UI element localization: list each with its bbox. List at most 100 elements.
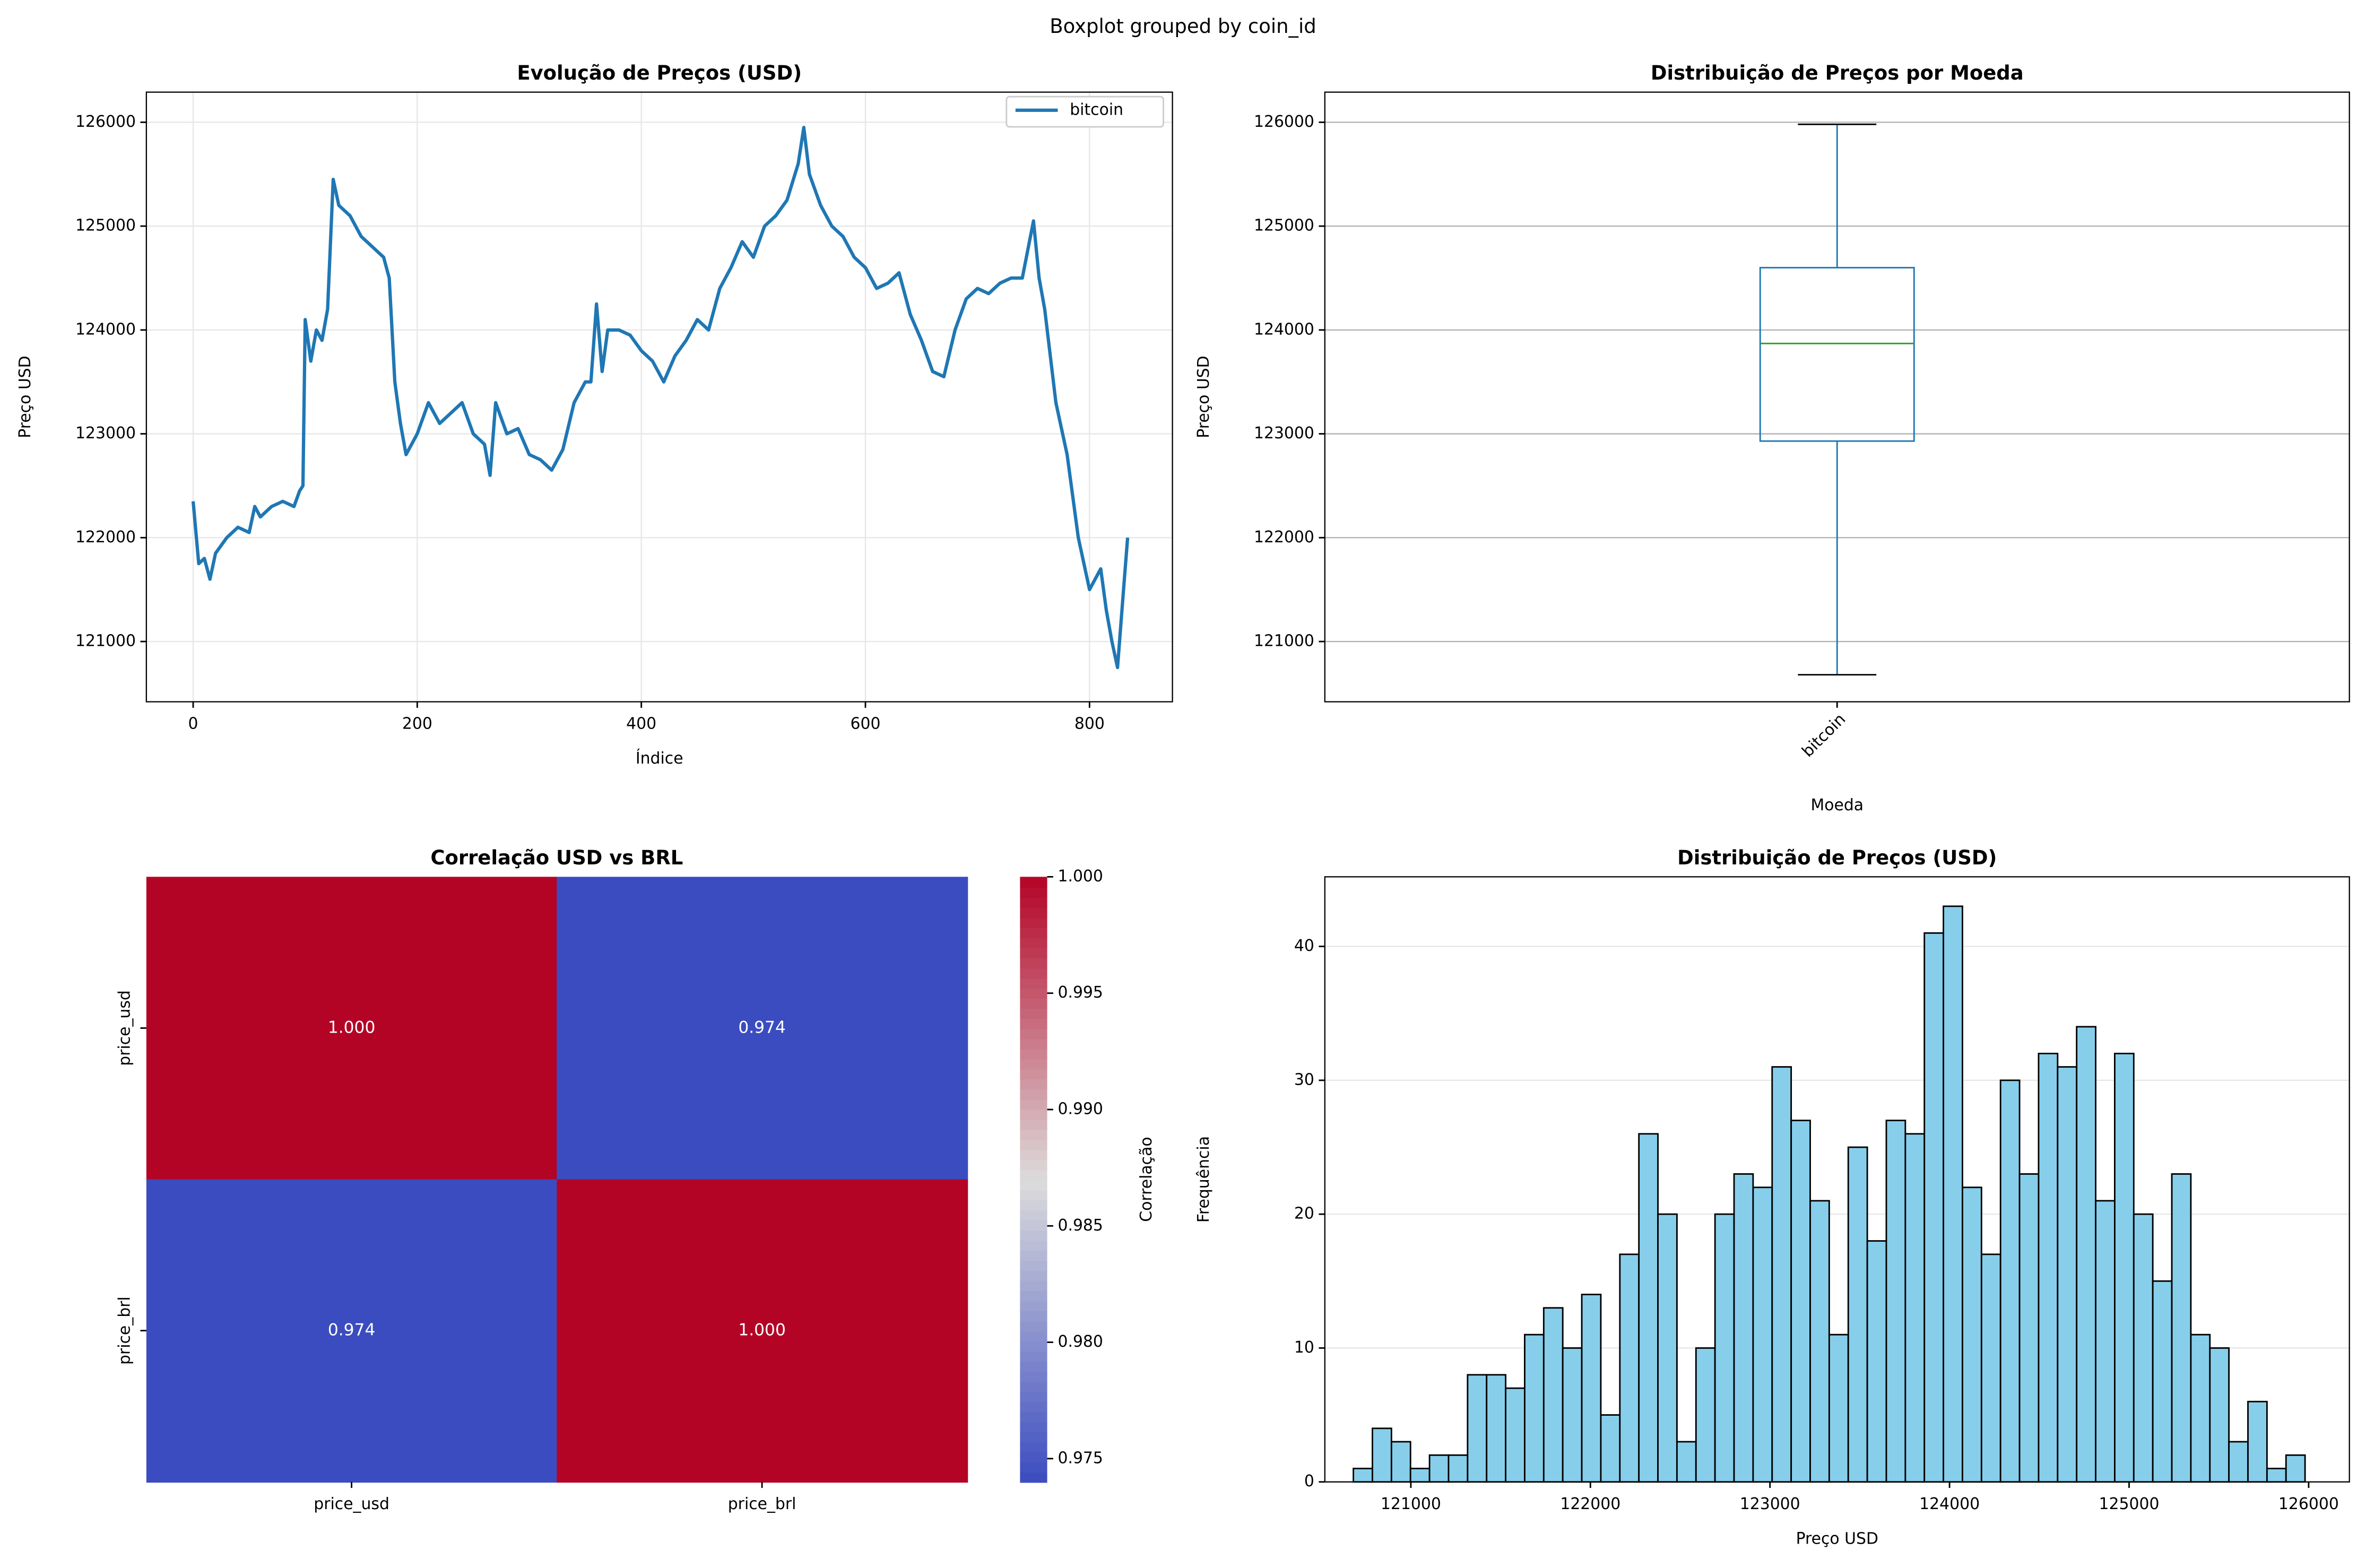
x-tick-label: 125000 bbox=[2099, 1495, 2160, 1513]
histogram-bar bbox=[1524, 1333, 1545, 1483]
histogram-bar bbox=[2152, 1280, 2173, 1483]
colorbar-step bbox=[1020, 1119, 1047, 1130]
colorbar-tick-label: 0.995 bbox=[1058, 983, 1103, 1002]
cell-label: 0.974 bbox=[328, 1321, 376, 1340]
x-tick-label: 126000 bbox=[2278, 1495, 2339, 1513]
y-tick-label: price_usd bbox=[116, 990, 134, 1066]
histogram-bar bbox=[1353, 1468, 1373, 1483]
colorbar-step bbox=[1020, 1179, 1047, 1191]
colorbar-step bbox=[1020, 1098, 1047, 1110]
colorbar-step bbox=[1020, 1320, 1047, 1332]
x-tick-label: 121000 bbox=[1381, 1495, 1441, 1513]
histogram-bar bbox=[1409, 1468, 1431, 1483]
histogram-bar bbox=[1467, 1374, 1488, 1483]
heatmap-cell bbox=[557, 1179, 968, 1483]
colorbar-step bbox=[1020, 1038, 1047, 1050]
histogram-bar bbox=[2266, 1468, 2287, 1483]
colorbar-step bbox=[1020, 1250, 1047, 1261]
colorbar-step bbox=[1020, 1350, 1047, 1362]
y-tick-label: 10 bbox=[1294, 1338, 1314, 1357]
x-tick-label: 122000 bbox=[1560, 1495, 1620, 1513]
colorbar-step bbox=[1020, 1058, 1047, 1070]
histogram-bar bbox=[2057, 1066, 2078, 1483]
y-tick-label: 126000 bbox=[75, 112, 136, 131]
colorbar-step bbox=[1020, 1008, 1047, 1019]
histogram-bar bbox=[1372, 1427, 1392, 1483]
y-tick-label: 123000 bbox=[1254, 424, 1314, 443]
colorbar-step bbox=[1020, 1199, 1047, 1211]
histogram-bar bbox=[1999, 1079, 2021, 1483]
legend-label: bitcoin bbox=[1070, 100, 1123, 119]
y-tick-label: price_brl bbox=[116, 1296, 134, 1365]
y-tick-label: 121000 bbox=[75, 631, 136, 650]
colorbar-step bbox=[1020, 1189, 1047, 1201]
colorbar-step bbox=[1020, 947, 1047, 959]
histogram-bar bbox=[1733, 1173, 1754, 1483]
colorbar-step bbox=[1020, 1088, 1047, 1100]
colorbar-step bbox=[1020, 1310, 1047, 1322]
colorbar-step bbox=[1020, 977, 1047, 989]
histogram-bar bbox=[1923, 932, 1945, 1483]
y-axis-label: Preço USD bbox=[16, 356, 34, 438]
y-tick-label: 30 bbox=[1294, 1070, 1314, 1089]
x-tick-label: 0 bbox=[188, 715, 198, 733]
colorbar-step bbox=[1020, 1330, 1047, 1342]
y-tick-label: 122000 bbox=[1254, 528, 1314, 547]
colorbar-step bbox=[1020, 907, 1047, 919]
colorbar-tick-label: 0.990 bbox=[1058, 1099, 1103, 1118]
histogram-bar bbox=[1828, 1333, 1849, 1483]
cell-label: 1.000 bbox=[328, 1018, 376, 1037]
colorbar-step bbox=[1020, 897, 1047, 908]
x-axis-label: Moeda bbox=[1810, 796, 1864, 815]
colorbar-step bbox=[1020, 1451, 1047, 1463]
colorbar-step bbox=[1020, 967, 1047, 979]
colorbar-step bbox=[1020, 1209, 1047, 1221]
x-tick-label: 124000 bbox=[1919, 1495, 1980, 1513]
colorbar-step bbox=[1020, 957, 1047, 969]
colorbar-step bbox=[1020, 1391, 1047, 1402]
colorbar-step bbox=[1020, 1300, 1047, 1312]
heatmap-cell bbox=[146, 1179, 558, 1483]
histogram-bar bbox=[2171, 1173, 2192, 1483]
histogram-bar bbox=[1638, 1133, 1659, 1483]
y-tick-label: 126000 bbox=[1254, 112, 1314, 131]
axes-title: Evolução de Preços (USD) bbox=[517, 62, 802, 84]
legend-frame bbox=[1006, 96, 1164, 128]
colorbar-step bbox=[1020, 1169, 1047, 1181]
histogram-bar bbox=[1581, 1294, 1602, 1483]
colorbar-step bbox=[1020, 1048, 1047, 1060]
colorbar-step bbox=[1020, 927, 1047, 939]
histogram-bar bbox=[1847, 1146, 1868, 1483]
histogram-bar bbox=[2095, 1200, 2116, 1483]
colorbar-step bbox=[1020, 1371, 1047, 1382]
histogram-bar bbox=[2114, 1052, 2135, 1483]
histogram-bar bbox=[2247, 1400, 2268, 1483]
colorbar-step bbox=[1020, 987, 1047, 999]
histogram-bar bbox=[1809, 1200, 1830, 1483]
y-tick-label: 124000 bbox=[75, 320, 136, 339]
colorbar-step bbox=[1020, 937, 1047, 949]
y-axis-label: Frequência bbox=[1194, 1136, 1213, 1223]
histogram-bar bbox=[1390, 1441, 1411, 1483]
colorbar-step bbox=[1020, 1240, 1047, 1251]
colorbar-step bbox=[1020, 1159, 1047, 1171]
colorbar-step bbox=[1020, 877, 1047, 888]
colorbar-step bbox=[1020, 1290, 1047, 1302]
histogram-bar bbox=[1448, 1454, 1469, 1483]
axes-frame bbox=[1324, 91, 2350, 703]
heatmap-cell bbox=[557, 877, 968, 1180]
x-tick-label: price_usd bbox=[314, 1495, 389, 1513]
x-tick-label: 800 bbox=[1074, 715, 1105, 733]
y-tick-label: 40 bbox=[1294, 937, 1314, 955]
colorbar-tick-label: 0.975 bbox=[1058, 1449, 1103, 1467]
y-tick-label: 121000 bbox=[1254, 631, 1314, 650]
histogram-bar bbox=[2038, 1052, 2059, 1483]
line-series bbox=[191, 126, 1130, 670]
colorbar-step bbox=[1020, 1381, 1047, 1392]
colorbar-tick-label: 0.985 bbox=[1058, 1216, 1103, 1235]
colorbar-step bbox=[1020, 1260, 1047, 1271]
colorbar-step bbox=[1020, 1129, 1047, 1140]
histogram-bar bbox=[1505, 1387, 1526, 1483]
histogram-bar bbox=[2190, 1333, 2211, 1483]
colorbar-step bbox=[1020, 1018, 1047, 1029]
